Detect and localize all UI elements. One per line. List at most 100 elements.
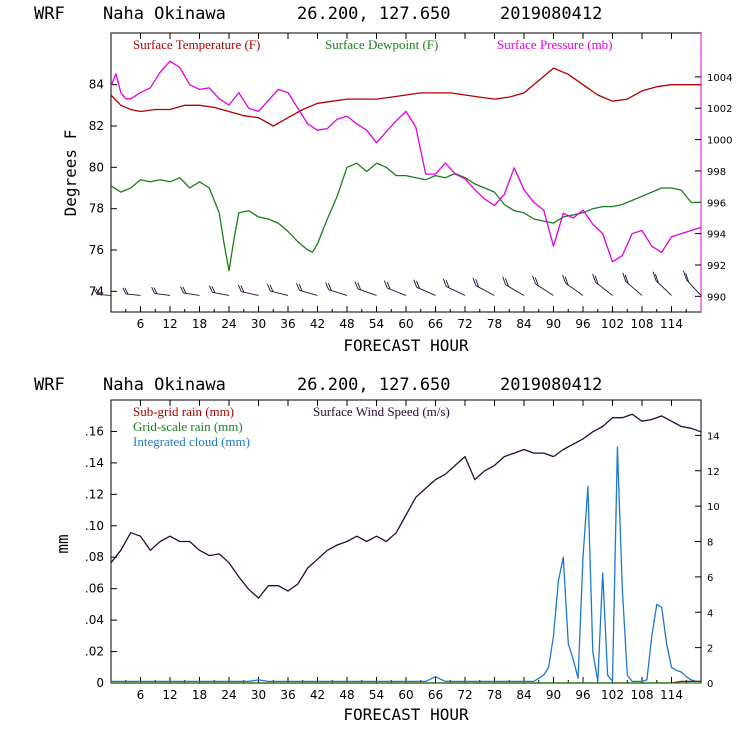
legend-temp: Surface Temperature (F) <box>133 37 260 52</box>
bottom-header: WRF Naha Okinawa 26.200, 127.650 2019080… <box>34 375 602 395</box>
wind-barb-staff <box>183 292 200 296</box>
bottom-y-label: mm <box>53 534 72 553</box>
wind-barb-staff <box>125 293 141 296</box>
series-surface-wind-speed-m-s <box>110 413 702 599</box>
top-x-label: FORECAST HOUR <box>343 336 469 355</box>
y2-tick-label: 1002 <box>707 104 732 115</box>
wind-barb <box>237 284 259 296</box>
wind-barb-staff <box>505 284 525 296</box>
x-tick-label: 6 <box>137 688 145 702</box>
series-surface-pressure-mb <box>110 60 702 263</box>
x-tick-label: 36 <box>280 688 295 702</box>
x-tick-label: 54 <box>369 688 384 702</box>
bottom-header-location: Naha Okinawa <box>103 375 226 395</box>
wind-barb-staff <box>416 286 436 296</box>
wind-barb <box>208 285 230 296</box>
wind-barb-staff <box>655 280 672 296</box>
wind-barb-staff <box>686 279 702 296</box>
wind-barb-flag <box>416 280 420 289</box>
wind-barb-flag <box>386 281 391 290</box>
wind-barb-staff <box>387 287 407 296</box>
x-tick-label: 18 <box>192 688 207 702</box>
x-tick-label: 102 <box>601 317 624 331</box>
x-tick-label: 114 <box>660 317 683 331</box>
top-header-model: WRF <box>34 4 65 24</box>
x-tick-label: 36 <box>280 317 295 331</box>
x-tick-label: 84 <box>516 688 531 702</box>
wind-barbs <box>93 270 702 296</box>
wind-barb-staff <box>475 285 495 296</box>
x-tick-label: 30 <box>251 317 266 331</box>
x-tick-label: 66 <box>428 688 443 702</box>
x-tick-label: 96 <box>575 688 590 702</box>
legend-pres: Surface Pressure (mb) <box>497 37 613 52</box>
y-tick-label: .06 <box>85 582 104 596</box>
bottom-series-group <box>110 413 702 684</box>
wind-barb-flag <box>298 283 303 292</box>
x-tick-label: 78 <box>487 317 502 331</box>
top-y2-axis: 990 992 994 996 998 1000 1002 1004 <box>695 73 732 303</box>
x-tick-label: 78 <box>487 688 502 702</box>
y-tick-label: 0 <box>96 676 104 690</box>
wind-barb <box>266 283 289 296</box>
bottom-x-axis: 6 12 18 24 30 36 42 48 54 60 66 72 78 84 90 96 102 108 114 <box>125 400 687 702</box>
x-tick-label: 72 <box>457 317 472 331</box>
y-tick-label: 82 <box>89 119 104 133</box>
bottom-panel: WRF Naha Okinawa 26.200, 127.650 2019080… <box>34 375 720 724</box>
wind-barb-flag <box>383 280 388 289</box>
wind-barb <box>151 286 171 296</box>
y-tick-label: 78 <box>89 202 104 216</box>
y2-tick-label: 6 <box>707 573 713 584</box>
x-tick-label: 66 <box>428 317 443 331</box>
top-header-init: 2019080412 <box>500 4 602 24</box>
legend-subgrid: Sub-grid rain (mm) <box>133 404 234 419</box>
x-tick-label: 60 <box>398 317 413 331</box>
bottom-header-init: 2019080412 <box>500 375 602 395</box>
y-tick-label: .10 <box>85 519 104 533</box>
y-tick-label: .08 <box>85 550 104 564</box>
wind-barb-flag <box>475 279 480 288</box>
wind-barb-staff <box>595 281 613 296</box>
x-tick-label: 72 <box>457 688 472 702</box>
y2-tick-label: 2 <box>707 644 713 655</box>
wind-barb-flag <box>182 286 187 294</box>
series-surface-temperature-f <box>110 67 701 127</box>
wind-barb-flag <box>124 287 129 295</box>
wind-barb-flag <box>269 284 274 292</box>
x-tick-label: 6 <box>137 317 145 331</box>
wind-barb <box>683 270 702 296</box>
top-series-group <box>110 60 702 272</box>
top-y-label: Degrees F <box>61 130 80 217</box>
wind-barb <box>93 288 112 296</box>
wind-barb-flag <box>266 283 271 292</box>
wind-barb-staff <box>241 291 259 296</box>
x-tick-label: 84 <box>516 317 531 331</box>
x-tick-label: 42 <box>310 688 325 702</box>
wind-barb-flag <box>472 277 477 286</box>
wind-barb-flag <box>654 273 659 283</box>
wind-barb-flag <box>122 287 127 295</box>
top-header-coords: 26.200, 127.650 <box>297 4 451 24</box>
top-panel: WRF Naha Okinawa 26.200, 127.650 2019080… <box>34 4 732 355</box>
y2-tick-label: 0 <box>707 679 713 690</box>
top-header: WRF Naha Okinawa 26.200, 127.650 2019080… <box>34 4 602 24</box>
y-tick-label: .16 <box>85 424 104 438</box>
wind-barb-flag <box>211 286 216 293</box>
bottom-header-coords: 26.200, 127.650 <box>297 375 451 395</box>
y2-tick-label: 998 <box>707 167 726 178</box>
y-tick-label: 76 <box>89 243 104 257</box>
wind-barb <box>413 279 436 296</box>
y2-tick-label: 4 <box>707 608 713 619</box>
x-tick-label: 60 <box>398 688 413 702</box>
wind-barb-flag <box>564 276 569 286</box>
x-tick-label: 24 <box>221 688 236 702</box>
wind-barb-staff <box>97 293 112 296</box>
legend-cloud: Integrated cloud (mm) <box>133 434 250 449</box>
x-tick-label: 12 <box>162 688 177 702</box>
bottom-y-axis: 0 .02 .04 .06 .08 .10 .12 .14 .16 <box>85 424 117 690</box>
wind-barb <box>592 273 613 296</box>
y-tick-label: 80 <box>89 160 104 174</box>
wind-barb-staff <box>625 281 643 296</box>
y2-tick-label: 992 <box>707 261 726 272</box>
